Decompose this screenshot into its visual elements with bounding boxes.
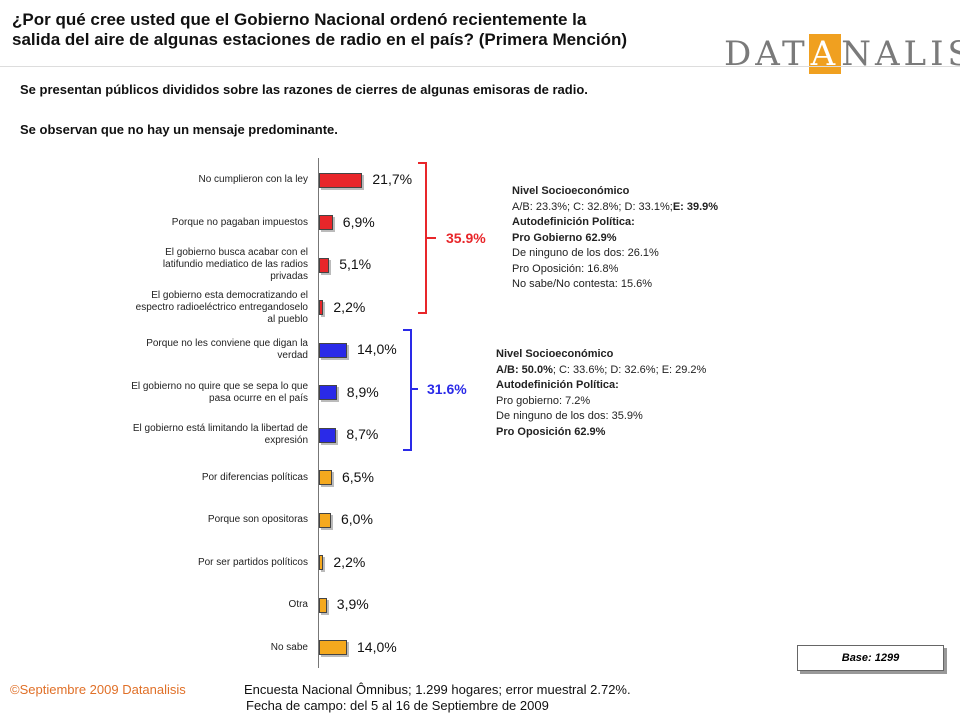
note-text: E: 39.9%: [672, 200, 719, 213]
value-label: 8,7%: [346, 426, 379, 442]
note-line: De ninguno de los dos: 26.1%: [512, 246, 718, 262]
category-label: Porque no pagaban impuestos: [171, 216, 308, 228]
category-label: Por diferencias políticas: [201, 471, 308, 483]
note-text: Autodefinición Política:: [496, 379, 619, 391]
note-text: Nivel Socioeconómico: [512, 185, 630, 197]
title: ¿Por qué cree usted que el Gobierno Naci…: [12, 10, 712, 50]
bracket: [403, 329, 418, 451]
value-label: 14,0%: [357, 341, 397, 357]
divider: [0, 66, 960, 67]
value-label: 14,0%: [357, 638, 397, 655]
axis-line: [318, 158, 319, 668]
survey-info: Encuesta Nacional Ômnibus; 1.299 hogares…: [244, 682, 631, 697]
category-label: No cumplieron con la ley: [198, 174, 309, 185]
note-text: De ninguno de los dos: 35.9%: [496, 410, 643, 422]
note-line: Pro Oposición 62.9%: [496, 425, 706, 441]
note-line: Pro Gobierno 62.9%: [512, 231, 718, 247]
note-line: No sabe/No contesta: 15.6%: [512, 277, 718, 293]
logo-text: NALISIS: [841, 34, 960, 74]
bar: [319, 300, 324, 315]
bar: [319, 257, 330, 273]
category-label: El gobierno esta democratizando el espec…: [135, 289, 308, 325]
note-text: Nivel Socioeconómico: [496, 348, 614, 360]
note-line: Autodefinición Política:: [496, 378, 706, 394]
value-label: 5,1%: [339, 256, 372, 272]
category-label: Otra: [288, 599, 308, 610]
note-line: De ninguno de los dos: 35.9%: [496, 409, 706, 425]
note-line: A/B: 50.0%; C: 33.6%; D: 32.6%; E: 29.2%: [496, 363, 706, 379]
value-label: 2,2%: [333, 553, 366, 570]
note-line: Nivel Socioeconómico: [496, 347, 706, 363]
title-line: ¿Por qué cree usted que el Gobierno Naci…: [12, 10, 587, 29]
subtitle: Se observan que no hay un mensaje predom…: [20, 122, 338, 137]
category-label: Porque no les conviene que digan la verd…: [146, 338, 308, 361]
note-line: Nivel Socioeconómico: [512, 184, 718, 200]
category-label: No sabe: [270, 641, 308, 653]
title-line: salida del aire de algunas estaciones de…: [12, 30, 628, 49]
note: Nivel Socioeconómico A/B: 50.0%; C: 33.6%…: [496, 347, 706, 440]
survey-dates: Fecha de campo: del 5 al 16 de Septiembr…: [246, 698, 549, 713]
note-text: ; C: 33.6%; D: 32.6%; E: 29.2%: [552, 363, 707, 376]
logo: DATANALISIS: [724, 34, 960, 74]
category-label: Por ser partidos políticos: [197, 556, 308, 568]
logo-text: DAT: [724, 34, 809, 74]
note-text: De ninguno de los dos: 26.1%: [512, 247, 659, 259]
note-text: A/B: 23.3%; C: 32.8%; D: 33.1%;: [512, 200, 673, 213]
bar: [319, 342, 347, 358]
note-text: Pro Oposición: 16.8%: [512, 262, 619, 275]
bar: [319, 172, 363, 188]
category-label: Porque son opositoras: [207, 514, 308, 525]
note-text: Pro Oposición 62.9%: [496, 425, 606, 438]
bar: [319, 427, 337, 443]
base-box: Base: 1299: [797, 645, 944, 671]
logo-text: A: [808, 34, 842, 74]
bar: [319, 470, 332, 485]
note-line: Autodefinición Política:: [512, 215, 718, 231]
category-label: El gobierno no quire que se sepa lo que …: [131, 380, 308, 404]
value-label: 21,7%: [372, 171, 413, 187]
note-line: A/B: 23.3%; C: 32.8%; D: 33.1%;E: 39.9%: [512, 200, 718, 216]
value-label: 8,9%: [346, 383, 379, 400]
bar: [319, 385, 337, 400]
bar: [319, 555, 324, 570]
category-label: El gobierno está limitando la libertad d…: [132, 423, 308, 446]
note-text: A/B: 50.0%: [496, 363, 553, 376]
subtitle: Se presentan públicos divididos sobre la…: [20, 82, 588, 97]
bracket: [418, 162, 436, 314]
value-label: 6,9%: [342, 213, 375, 230]
bar: [319, 215, 333, 230]
value-label: 2,2%: [333, 298, 366, 315]
value-label: 3,9%: [336, 596, 369, 612]
copyright: ©Septiembre 2009 Datanalisis: [10, 682, 186, 697]
value-label: 6,0%: [341, 511, 373, 527]
group-label: 31.6%: [427, 381, 467, 397]
bar: [319, 640, 347, 655]
category-label: El gobierno busca acabar con el latifund…: [162, 247, 308, 282]
bar: [319, 512, 331, 528]
note-line: Pro gobierno: 7.2%: [496, 394, 706, 410]
bar: [319, 597, 327, 613]
note-text: No sabe/No contesta: 15.6%: [512, 278, 653, 290]
group-label: 35.9%: [446, 230, 486, 246]
note-line: Pro Oposición: 16.8%: [512, 262, 718, 278]
note: Nivel Socioeconómico A/B: 23.3%; C: 32.8%…: [512, 184, 718, 293]
value-label: 6,5%: [342, 468, 374, 485]
note-text: Pro gobierno: 7.2%: [496, 394, 591, 407]
note-text: Pro Gobierno 62.9%: [512, 231, 617, 244]
note-text: Autodefinición Política:: [512, 216, 635, 228]
